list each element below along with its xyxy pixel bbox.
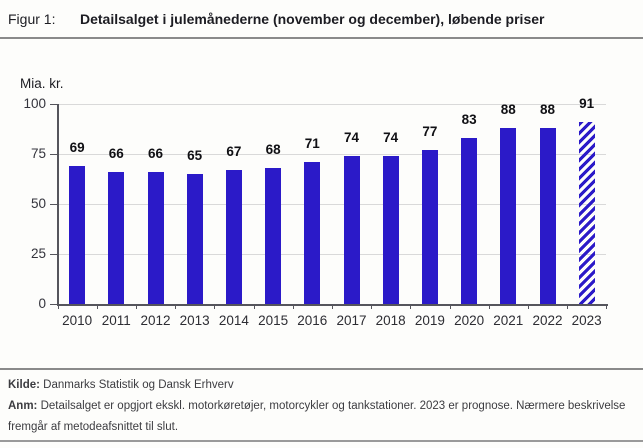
bar-2017 (343, 156, 360, 304)
title-divider (0, 37, 643, 39)
bar-value-label: 66 (108, 146, 124, 161)
bar-2020 (461, 138, 478, 304)
bar-value-label: 71 (304, 136, 320, 151)
bar-chart: Mia. kr. 0 25 50 75 100 69 2010 66 2011 66 2012 65 2… (20, 76, 608, 328)
x-axis-label: 2015 (258, 313, 289, 328)
x-tick (253, 304, 255, 309)
x-axis-label: 2010 (62, 313, 93, 328)
x-axis-label: 2023 (571, 313, 602, 328)
footer-divider (0, 368, 643, 370)
x-tick (527, 304, 529, 309)
bar-2011 (108, 172, 125, 304)
bar-value-label: 88 (539, 102, 556, 117)
y-axis-label: 75 (30, 146, 46, 161)
bar-2014 (225, 170, 242, 304)
bar-value-label: 74 (343, 130, 360, 145)
figure-label: Figur 1: (8, 11, 56, 27)
bar-2022 (539, 128, 556, 304)
bar-value-label: 91 (579, 96, 595, 111)
y-axis-unit-label: Mia. kr. (20, 76, 64, 91)
bar-2018 (382, 156, 399, 304)
note-block: Anm: Detailsalget er opgjort ekskl. moto… (8, 396, 642, 437)
bar-value-label: 88 (500, 102, 516, 117)
bottom-divider (0, 440, 643, 442)
figure-title: Detailsalget i julemånederne (november o… (80, 11, 545, 27)
gridline (57, 153, 607, 155)
gridline (57, 103, 607, 105)
x-tick (410, 304, 412, 309)
x-axis-label: 2016 (297, 313, 328, 328)
bar-2010 (69, 166, 86, 304)
x-tick (214, 304, 216, 309)
note-text: Detailsalget er opgjort ekskl. motorkøre… (8, 400, 626, 433)
x-tick (292, 304, 294, 309)
y-axis-label: 100 (23, 96, 46, 111)
gridline (57, 253, 607, 255)
bar-value-label: 67 (226, 144, 242, 159)
x-tick (175, 304, 177, 309)
x-axis-label: 2017 (336, 313, 367, 328)
x-tick (371, 304, 373, 309)
source-label: Kilde: (8, 379, 40, 391)
x-axis-label: 2013 (179, 313, 210, 328)
y-tick (50, 153, 57, 155)
x-axis-label: 2018 (375, 313, 406, 328)
bar-value-label: 83 (461, 112, 477, 127)
note-label: Anm: (8, 400, 38, 412)
y-axis-label: 0 (38, 296, 46, 311)
x-tick (96, 304, 98, 309)
x-tick (135, 304, 137, 309)
bar-2019 (421, 150, 438, 304)
bar-value-label: 66 (147, 146, 164, 161)
bar-forecast-2023 (578, 122, 595, 304)
y-axis-line (57, 104, 59, 304)
y-axis-label: 25 (30, 246, 46, 261)
x-axis-label: 2014 (218, 313, 249, 328)
x-tick (449, 304, 451, 309)
x-axis-label: 2022 (532, 313, 563, 328)
x-tick (567, 304, 569, 309)
source-line: Kilde: Danmarks Statistik og Dansk Erhve… (8, 375, 234, 396)
bar-value-label: 69 (69, 140, 85, 155)
bar-value-label: 74 (383, 130, 399, 145)
bar-value-label: 68 (265, 142, 281, 157)
x-axis-label: 2020 (454, 313, 485, 328)
bar-2015 (265, 168, 282, 304)
y-tick (50, 203, 57, 205)
y-tick (50, 303, 57, 305)
x-tick (57, 304, 59, 309)
y-tick (50, 253, 57, 255)
bar-value-label: 77 (422, 124, 438, 139)
x-tick (331, 304, 333, 309)
x-tick (606, 304, 608, 309)
bar-2021 (500, 128, 517, 304)
x-axis-label: 2021 (493, 313, 524, 328)
x-tick (488, 304, 490, 309)
y-tick (50, 103, 57, 105)
source-text: Danmarks Statistik og Dansk Erhverv (43, 379, 234, 391)
bar-2016 (304, 162, 321, 304)
x-axis-label: 2011 (101, 313, 131, 328)
y-axis-label: 50 (30, 196, 46, 211)
bar-2013 (186, 174, 203, 304)
x-axis-label: 2019 (414, 313, 445, 328)
bar-value-label: 65 (187, 148, 203, 163)
bar-2012 (147, 172, 164, 304)
gridline (57, 203, 607, 205)
x-axis-label: 2012 (140, 313, 171, 328)
